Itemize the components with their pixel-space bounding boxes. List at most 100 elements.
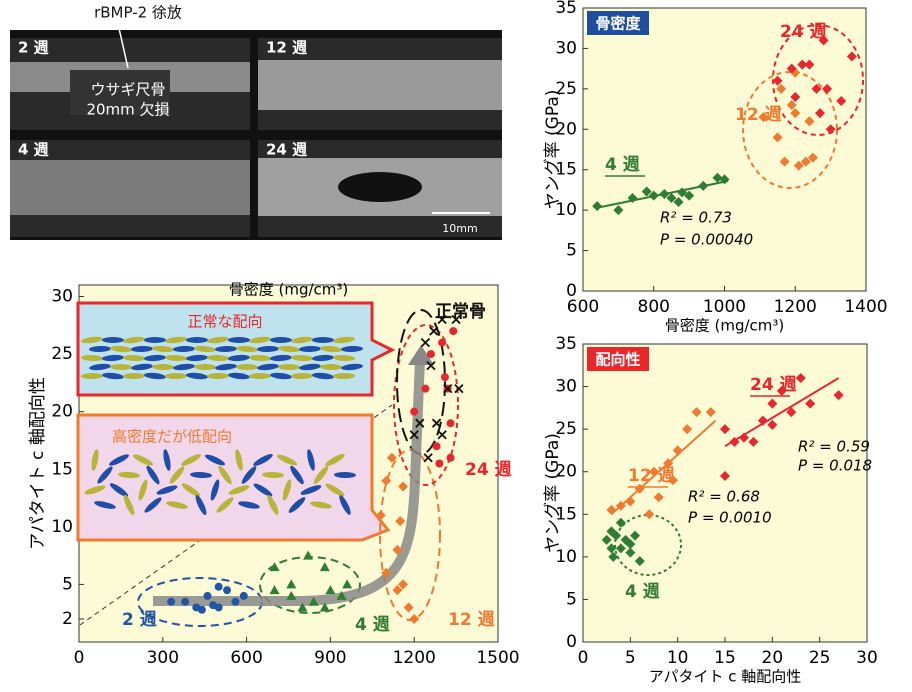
series-label: 24 週 xyxy=(780,22,827,42)
chart: 05101520253005101520253035アパタイト c 軸配向性ヤン… xyxy=(543,334,878,686)
point xyxy=(433,442,441,450)
y-tick-label: 5 xyxy=(62,574,73,594)
point xyxy=(240,592,248,600)
x-tick-label: 10 xyxy=(667,648,689,668)
x-tick-label: 0 xyxy=(578,648,589,668)
x-axis-label: アパタイト c 軸配向性 xyxy=(649,668,801,686)
series-label: 24 週 xyxy=(750,375,797,395)
x-tick-label: 1200 xyxy=(393,648,436,668)
chart: 030060090012001500251015202530骨密度 (mg/cm… xyxy=(28,281,520,669)
y-tick-label: 25 xyxy=(51,344,73,364)
x-tick-label: 1000 xyxy=(703,297,746,317)
point xyxy=(447,419,455,427)
x-tick-label: 20 xyxy=(762,648,784,668)
x-tick-label: 5 xyxy=(625,648,636,668)
y-tick-label: 0 xyxy=(566,281,577,301)
y-tick-label: 35 xyxy=(555,0,577,18)
y-tick-label: 35 xyxy=(555,334,577,354)
annotation: R² = 0.73 xyxy=(660,209,732,227)
point xyxy=(223,586,231,594)
y-tick-label: 2 xyxy=(62,609,73,629)
panel-label: 4 週 xyxy=(18,141,49,159)
point xyxy=(449,327,457,335)
series-label: 正常骨 xyxy=(435,301,486,322)
y-tick-label: 5 xyxy=(566,589,577,609)
y-axis-label: ヤング率 (GPa) xyxy=(543,433,563,553)
xray-images: rBMP-2 徐放 2 週 12 週 4 週 24 週 ウサギ尺骨 20mm 欠… xyxy=(10,4,502,241)
y-tick-label: 30 xyxy=(51,287,73,307)
bone xyxy=(10,160,250,215)
fiber xyxy=(144,337,166,343)
point xyxy=(215,603,223,611)
fiber xyxy=(228,337,250,343)
series-label: 24 週 xyxy=(465,460,512,480)
badge: 配向性 xyxy=(595,351,640,369)
y-tick-label: 30 xyxy=(555,377,577,397)
series-label: 2 週 xyxy=(122,610,157,630)
fiber xyxy=(186,337,208,343)
x-tick-label: 0 xyxy=(74,648,85,668)
inset-title: 正常な配向 xyxy=(187,313,262,331)
annotation: R² = 0.59 xyxy=(798,438,870,456)
annotation: P = 0.00040 xyxy=(660,231,753,249)
x-tick-label: 800 xyxy=(638,297,670,317)
x-axis-label: 骨密度 (mg/cm³) xyxy=(665,317,785,335)
point xyxy=(427,350,435,358)
y-tick-label: 0 xyxy=(566,632,577,652)
badge: 骨密度 xyxy=(595,15,641,33)
y-tick-label: 15 xyxy=(51,459,73,479)
x-tick-label: 15 xyxy=(714,648,736,668)
point xyxy=(447,454,455,462)
x-axis-label: 骨密度 (mg/cm³) xyxy=(229,281,349,299)
point xyxy=(231,598,239,606)
fiber xyxy=(270,337,292,343)
y-tick-label: 5 xyxy=(566,241,577,261)
point xyxy=(421,385,429,393)
plot-area xyxy=(583,8,866,291)
x-tick-label: 30 xyxy=(856,648,878,668)
bone xyxy=(258,60,502,110)
x-tick-label: 600 xyxy=(230,648,262,668)
panel-label: 12 週 xyxy=(266,39,307,57)
point xyxy=(167,598,175,606)
point xyxy=(203,592,211,600)
panel-label: 2 週 xyxy=(18,39,49,57)
point xyxy=(198,606,206,614)
y-axis-label: アパタイト c 軸配向性 xyxy=(28,377,48,550)
x-tick-label: 300 xyxy=(147,648,179,668)
panel-label: 24 週 xyxy=(266,141,307,159)
label: ウサギ尺骨 xyxy=(90,81,165,99)
series-label: 4 週 xyxy=(355,615,390,635)
label: 10mm xyxy=(442,222,477,235)
annotation: R² = 0.68 xyxy=(688,488,760,506)
y-tick-label: 20 xyxy=(51,402,73,422)
label: 20mm 欠損 xyxy=(86,101,169,119)
series-label: 12 週 xyxy=(628,466,675,486)
point xyxy=(441,373,449,381)
point xyxy=(435,460,443,468)
figure: rBMP-2 徐放 2 週 12 週 4 週 24 週 ウサギ尺骨 20mm 欠… xyxy=(0,0,912,688)
fiber xyxy=(312,337,334,343)
x-tick-label: 25 xyxy=(809,648,831,668)
point xyxy=(438,339,446,347)
annotation: P = 0.018 xyxy=(798,457,872,475)
x-tick-label: 1200 xyxy=(774,297,817,317)
x-tick-label: 900 xyxy=(314,648,346,668)
x-tick-label: 1400 xyxy=(844,297,887,317)
fiber xyxy=(102,337,124,343)
point xyxy=(181,598,189,606)
series-label: 12 週 xyxy=(448,610,495,630)
inset-title: 高密度だが低配向 xyxy=(112,428,232,446)
x-tick-label: 1500 xyxy=(476,648,519,668)
y-axis-label: ヤング率 (GPa) xyxy=(543,90,563,210)
point xyxy=(215,583,223,591)
series-label: 4 週 xyxy=(625,582,660,602)
point xyxy=(410,408,418,416)
annotation: P = 0.0010 xyxy=(688,509,772,527)
label: rBMP-2 徐放 xyxy=(94,4,182,22)
y-tick-label: 30 xyxy=(555,38,577,58)
cavity xyxy=(338,172,422,202)
y-tick-label: 10 xyxy=(51,517,73,537)
series-label: 12 週 xyxy=(735,105,782,125)
